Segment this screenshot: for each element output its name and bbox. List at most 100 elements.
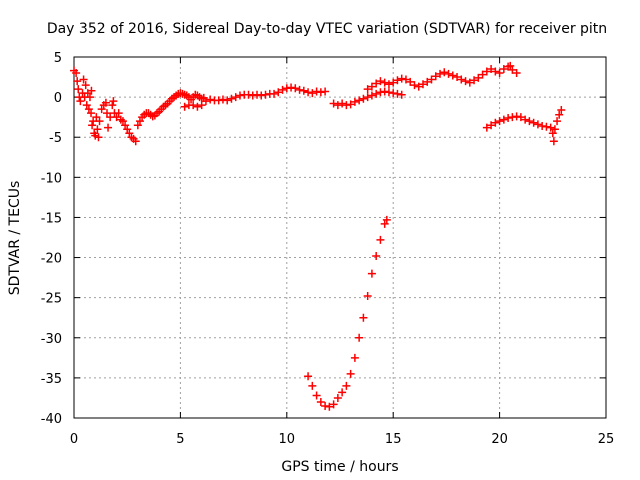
data-point [97,105,106,114]
data-point [427,75,436,84]
data-point [482,67,491,76]
data-point [418,80,427,89]
data-point [180,102,189,111]
data-point [372,89,381,98]
data-point [81,81,90,90]
data-point [376,77,385,86]
data-point [440,68,449,77]
data-point [197,101,206,110]
data-point [555,110,564,119]
data-point [261,90,270,99]
data-point [550,125,559,134]
data-point [74,85,83,94]
data-point [350,353,359,362]
data-point [79,75,88,84]
data-point [363,93,372,102]
data-point [380,219,389,228]
data-point [448,71,457,80]
data-point [384,88,393,97]
y-tick-label: -25 [41,292,62,307]
data-point [135,117,144,126]
data-point [338,99,347,108]
data-point [512,69,521,78]
data-point [508,65,517,74]
data-point [389,89,398,98]
data-point [125,129,134,138]
data-point [525,117,534,126]
data-point [423,77,432,86]
data-point [92,113,101,122]
data-point [546,123,555,132]
data-point [465,78,474,87]
data-point [316,88,325,97]
data-point [491,67,500,76]
data-point [367,82,376,91]
data-point [482,123,491,132]
data-point [304,372,313,381]
data-point [406,77,415,86]
data-point [380,78,389,87]
data-point [380,87,389,96]
data-point [88,121,97,130]
data-point [553,117,562,126]
data-point [355,96,364,105]
x-tick-label: 5 [176,432,184,447]
y-tick-label: -15 [41,211,62,226]
data-point [299,86,308,95]
data-point [393,89,402,98]
data-point [133,121,142,130]
data-point [101,98,110,107]
data-point [308,381,317,390]
data-point [372,251,381,260]
data-point [508,113,517,122]
data-point [193,102,202,111]
data-point [312,391,321,400]
y-tick-label: 5 [54,51,62,66]
data-point [253,90,262,99]
plot-frame [73,56,607,419]
data-point [401,75,410,84]
data-point [367,269,376,278]
data-point [376,235,385,244]
data-point [495,117,504,126]
data-point [444,69,453,78]
data-point [123,125,132,134]
data-point [512,112,521,121]
data-point [231,93,240,102]
y-tick-label: -35 [41,372,62,387]
data-point [487,121,496,130]
data-point [295,85,304,94]
x-tick-label: 10 [279,432,296,447]
data-point [491,118,500,127]
data-point [521,115,530,124]
data-point [227,94,236,103]
data-point [270,89,279,98]
data-point [85,93,94,102]
data-point [73,77,82,86]
x-axis-label: GPS time / hours [281,459,398,475]
data-point [359,94,368,103]
data-point [278,85,287,94]
y-tick-label: -40 [41,412,62,427]
data-point [93,125,102,134]
data-point [506,61,515,70]
y-tick-label: -10 [41,171,62,186]
y-tick-label: 0 [54,91,62,106]
data-point [287,83,296,92]
data-series [70,61,566,411]
data-point [82,101,91,110]
grid-lines [73,56,607,419]
x-tick-label: 15 [385,432,402,447]
data-point [414,82,423,91]
data-point [206,95,215,104]
data-point [431,72,440,81]
x-tick-label: 25 [598,432,615,447]
data-point [542,122,551,131]
data-point [244,90,253,99]
data-point [499,115,508,124]
chart-title: Day 352 of 2016, Sidereal Day-to-day VTE… [47,21,607,37]
data-point [95,117,104,126]
x-tick-label: 0 [70,432,78,447]
data-point [397,74,406,83]
data-point [363,85,372,94]
